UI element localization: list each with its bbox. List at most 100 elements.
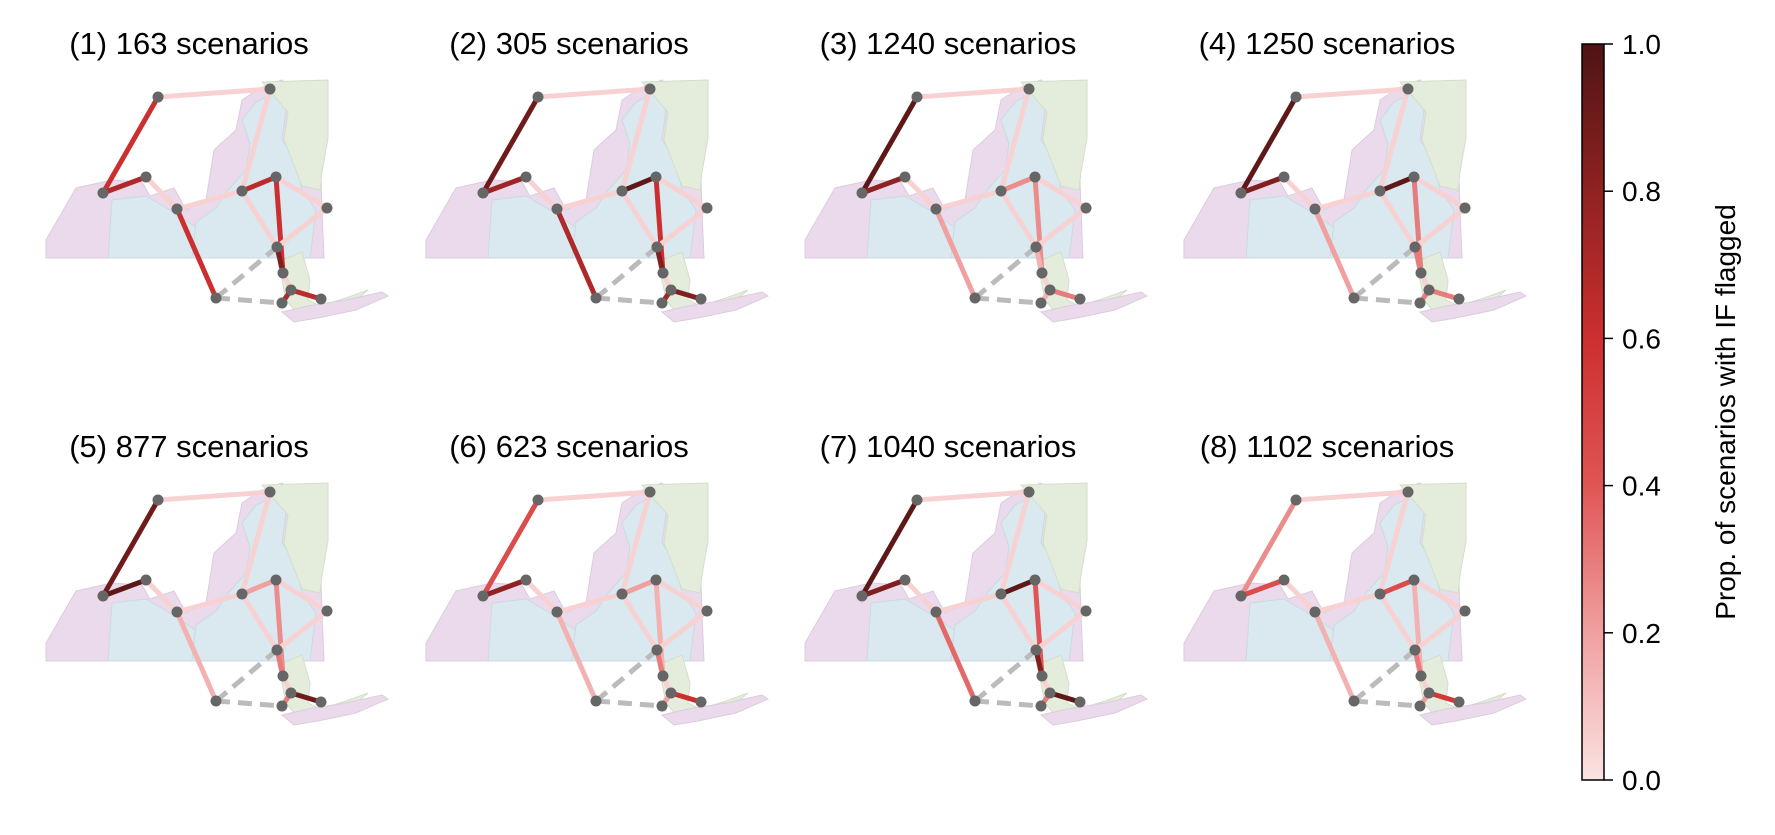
network-node <box>665 687 677 699</box>
network-node <box>1459 202 1471 214</box>
link-bc <box>859 497 920 599</box>
link-dk <box>1377 174 1417 194</box>
network-node <box>701 202 713 214</box>
network-node <box>210 292 222 304</box>
link-ab <box>535 489 653 503</box>
network-node <box>1409 644 1421 656</box>
link-gh <box>239 489 273 597</box>
network-node <box>1035 297 1047 309</box>
state-map <box>1183 482 1528 726</box>
network-node <box>277 267 289 279</box>
link-eg <box>933 206 978 301</box>
network-node <box>1414 700 1426 712</box>
panel-title: (4) 1250 scenarios <box>1199 26 1456 61</box>
region-north <box>260 79 329 191</box>
network-node <box>1023 486 1035 498</box>
link-bc <box>1238 94 1299 196</box>
network-node <box>856 590 868 602</box>
region-north <box>1398 482 1467 594</box>
network-node <box>152 91 164 103</box>
network-node <box>1044 284 1056 296</box>
network-node <box>995 185 1007 197</box>
network-node <box>532 494 544 506</box>
panel: (6) 623 scenarios <box>425 429 770 726</box>
link-gh <box>619 489 653 597</box>
network-node <box>657 267 669 279</box>
link-gi <box>998 591 1039 653</box>
panel-title: (6) 623 scenarios <box>449 429 689 464</box>
network-node <box>1074 293 1086 305</box>
panel: (5) 877 scenarios <box>45 429 390 726</box>
link-eg <box>174 206 219 301</box>
link-dk <box>239 174 279 194</box>
link-eg <box>933 609 978 704</box>
network-node <box>1453 293 1465 305</box>
network-node <box>1423 687 1435 699</box>
state-map <box>45 79 390 323</box>
network-node <box>856 187 868 199</box>
network-node <box>616 588 628 600</box>
network-node <box>1348 292 1360 304</box>
colorbar-tick-label: 0.2 <box>1622 618 1661 649</box>
network-node <box>1074 696 1086 708</box>
network-node <box>236 185 248 197</box>
link-dk <box>619 174 659 194</box>
link-de <box>902 174 939 212</box>
network-node <box>321 605 333 617</box>
dashed-link <box>1353 698 1421 709</box>
link-de <box>902 577 939 615</box>
dashed-link <box>973 648 1038 703</box>
network-node <box>277 670 289 682</box>
panel: (3) 1240 scenarios <box>804 26 1149 323</box>
network-node <box>1044 687 1056 699</box>
network-node <box>1290 91 1302 103</box>
network-node <box>97 187 109 199</box>
dashed-link <box>974 698 1042 709</box>
link-cd <box>859 174 908 196</box>
dashed-link <box>594 245 659 300</box>
link-bc <box>1238 497 1299 599</box>
link-ef <box>933 591 1004 615</box>
network-node <box>1423 284 1435 296</box>
network-node <box>1408 574 1420 586</box>
network-node <box>551 606 563 618</box>
network-node <box>1080 605 1092 617</box>
link-ef <box>1312 591 1383 615</box>
dashed-link <box>215 295 283 306</box>
link-bc <box>480 94 541 196</box>
network-node <box>1030 241 1042 253</box>
network-node <box>1374 588 1386 600</box>
dashed-link <box>595 698 663 709</box>
state-map <box>425 482 770 726</box>
region-north <box>1019 482 1088 594</box>
network-node <box>264 83 276 95</box>
network-node <box>276 700 288 712</box>
network-node <box>911 494 923 506</box>
network-node <box>1459 605 1471 617</box>
network-node <box>1374 185 1386 197</box>
link-cd <box>480 174 529 196</box>
link-ab <box>155 489 273 503</box>
panel: (2) 305 scenarios <box>425 26 770 323</box>
dashed-link <box>1352 648 1417 703</box>
link-dk <box>239 577 279 597</box>
network-node <box>969 292 981 304</box>
link-gi <box>1377 591 1418 653</box>
network-node <box>651 241 663 253</box>
link-cd <box>1238 174 1287 196</box>
link-cd <box>1238 577 1287 599</box>
link-gi <box>1377 188 1418 250</box>
link-eg <box>174 609 219 704</box>
link-cd <box>100 577 149 599</box>
network-node <box>140 171 152 183</box>
dashed-link <box>1352 245 1417 300</box>
panel-title: (3) 1240 scenarios <box>820 26 1077 61</box>
network-node <box>264 486 276 498</box>
dashed-link <box>214 648 279 703</box>
colorbar-tick-label: 0.8 <box>1622 176 1661 207</box>
network-node <box>701 605 713 617</box>
network-node <box>695 696 707 708</box>
link-ik <box>654 205 710 250</box>
link-ab <box>535 86 653 100</box>
